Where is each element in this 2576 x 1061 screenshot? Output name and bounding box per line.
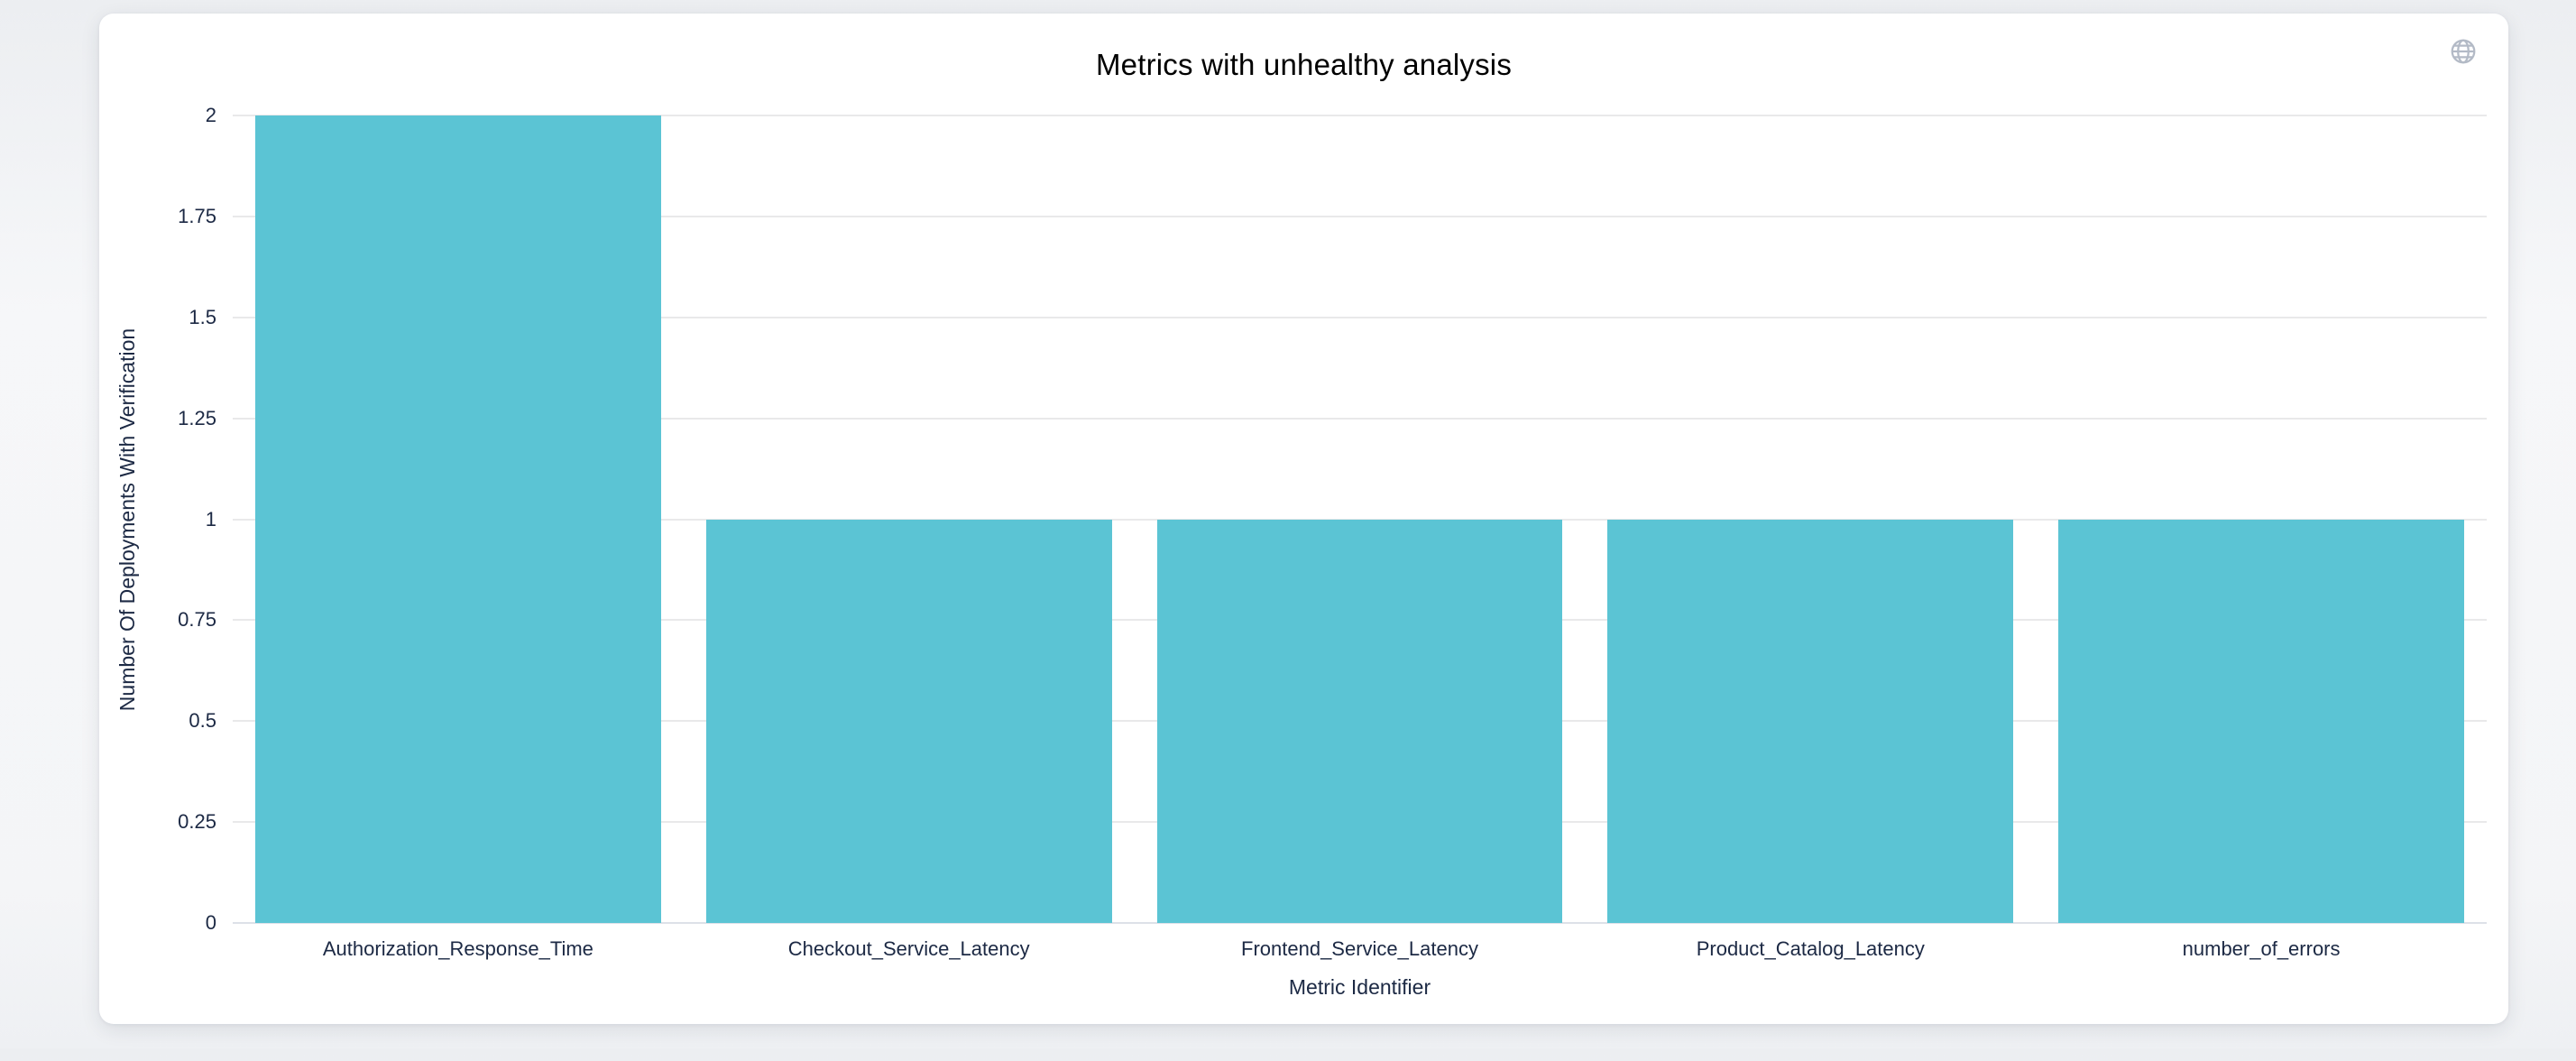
bar-Frontend_Service_Latency[interactable]	[1156, 519, 1563, 923]
grid-line	[233, 115, 2487, 116]
x-tick-label: Checkout_Service_Latency	[787, 937, 1030, 960]
y-tick-label: 0.75	[178, 608, 216, 632]
y-tick-label: 1.5	[189, 305, 216, 328]
globe-icon[interactable]	[2449, 37, 2478, 66]
y-tick-label: 0.5	[189, 709, 216, 733]
x-axis-title: Metric Identifier	[1288, 975, 1431, 999]
x-tick-label: Authorization_Response_Time	[322, 937, 593, 960]
grid-line	[233, 417, 2487, 420]
globe-icon-glyph	[2451, 39, 2476, 64]
bar-Product_Catalog_Latency[interactable]	[1607, 519, 2014, 923]
x-tick-label: Frontend_Service_Latency	[1241, 937, 1478, 960]
bar-Authorization_Response_Time[interactable]	[254, 115, 661, 923]
y-axis-title: Number Of Deployments With Verification	[115, 328, 139, 711]
y-tick-label: 1.75	[178, 204, 216, 227]
chart-card: Metrics with unhealthy analysis 0 0.25 0.5…	[99, 14, 2508, 1024]
grid-line	[233, 316, 2487, 318]
bar-Checkout_Service_Latency[interactable]	[705, 519, 1112, 923]
y-tick-label: 0.25	[178, 810, 216, 834]
x-axis-line	[233, 922, 2487, 924]
y-tick-label: 1	[205, 507, 216, 530]
y-tick-label: 1.25	[178, 406, 216, 429]
bar-number_of_errors[interactable]	[2058, 519, 2464, 923]
x-tick-label: Product_Catalog_Latency	[1696, 937, 1925, 960]
plot-area: 0 0.25 0.5 0.75 1 1.25 1.5 1.75 2 Authorization_R…	[115, 104, 2487, 999]
chart-title: Metrics with unhealthy analysis	[1095, 48, 1513, 81]
grid-line	[233, 215, 2487, 217]
y-tick-label: 2	[205, 104, 216, 126]
x-tick-label: number_of_errors	[2182, 937, 2341, 960]
y-tick-label: 0	[205, 911, 216, 934]
